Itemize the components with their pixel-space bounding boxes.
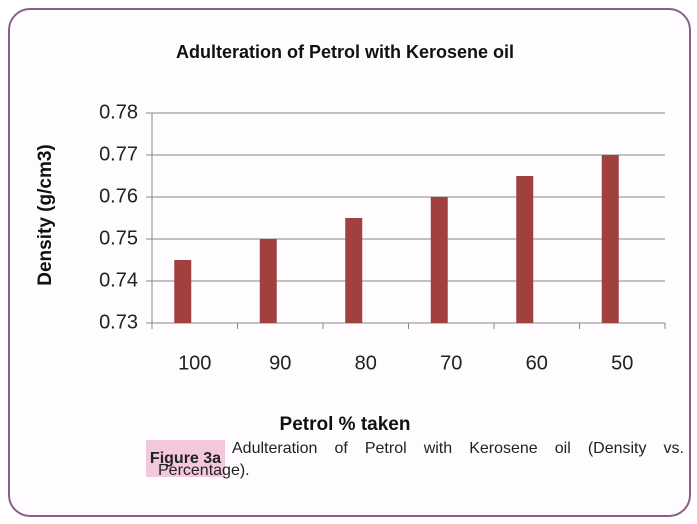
bar [174,260,192,323]
y-axis-label: Density (g/cm3) [35,144,56,285]
bar [601,155,619,323]
y-tick-label: 0.74 [99,269,138,291]
x-tick-label: 70 [440,352,462,374]
bar [430,197,448,323]
x-axis-label: Petrol % taken [280,414,411,435]
bar [516,176,534,323]
bar [259,239,277,323]
y-tick-label: 0.73 [99,311,138,333]
chart-title: Adulteration of Petrol with Kerosene oil [176,42,514,62]
x-tick-label: 60 [526,352,548,374]
figure-caption: Adulteration of Petrol with Kerosene oil… [158,440,684,479]
y-tick-label: 0.77 [99,143,138,165]
x-tick-label: 100 [178,352,211,374]
x-tick-label: 50 [611,352,633,374]
figure-label: Figure 3a [146,440,225,477]
y-tick-label: 0.75 [99,227,138,249]
y-tick-label: 0.76 [99,185,138,207]
y-tick-label: 0.78 [99,101,138,123]
x-tick-label: 80 [355,352,377,374]
bar [345,218,363,323]
x-tick-label: 90 [269,352,291,374]
